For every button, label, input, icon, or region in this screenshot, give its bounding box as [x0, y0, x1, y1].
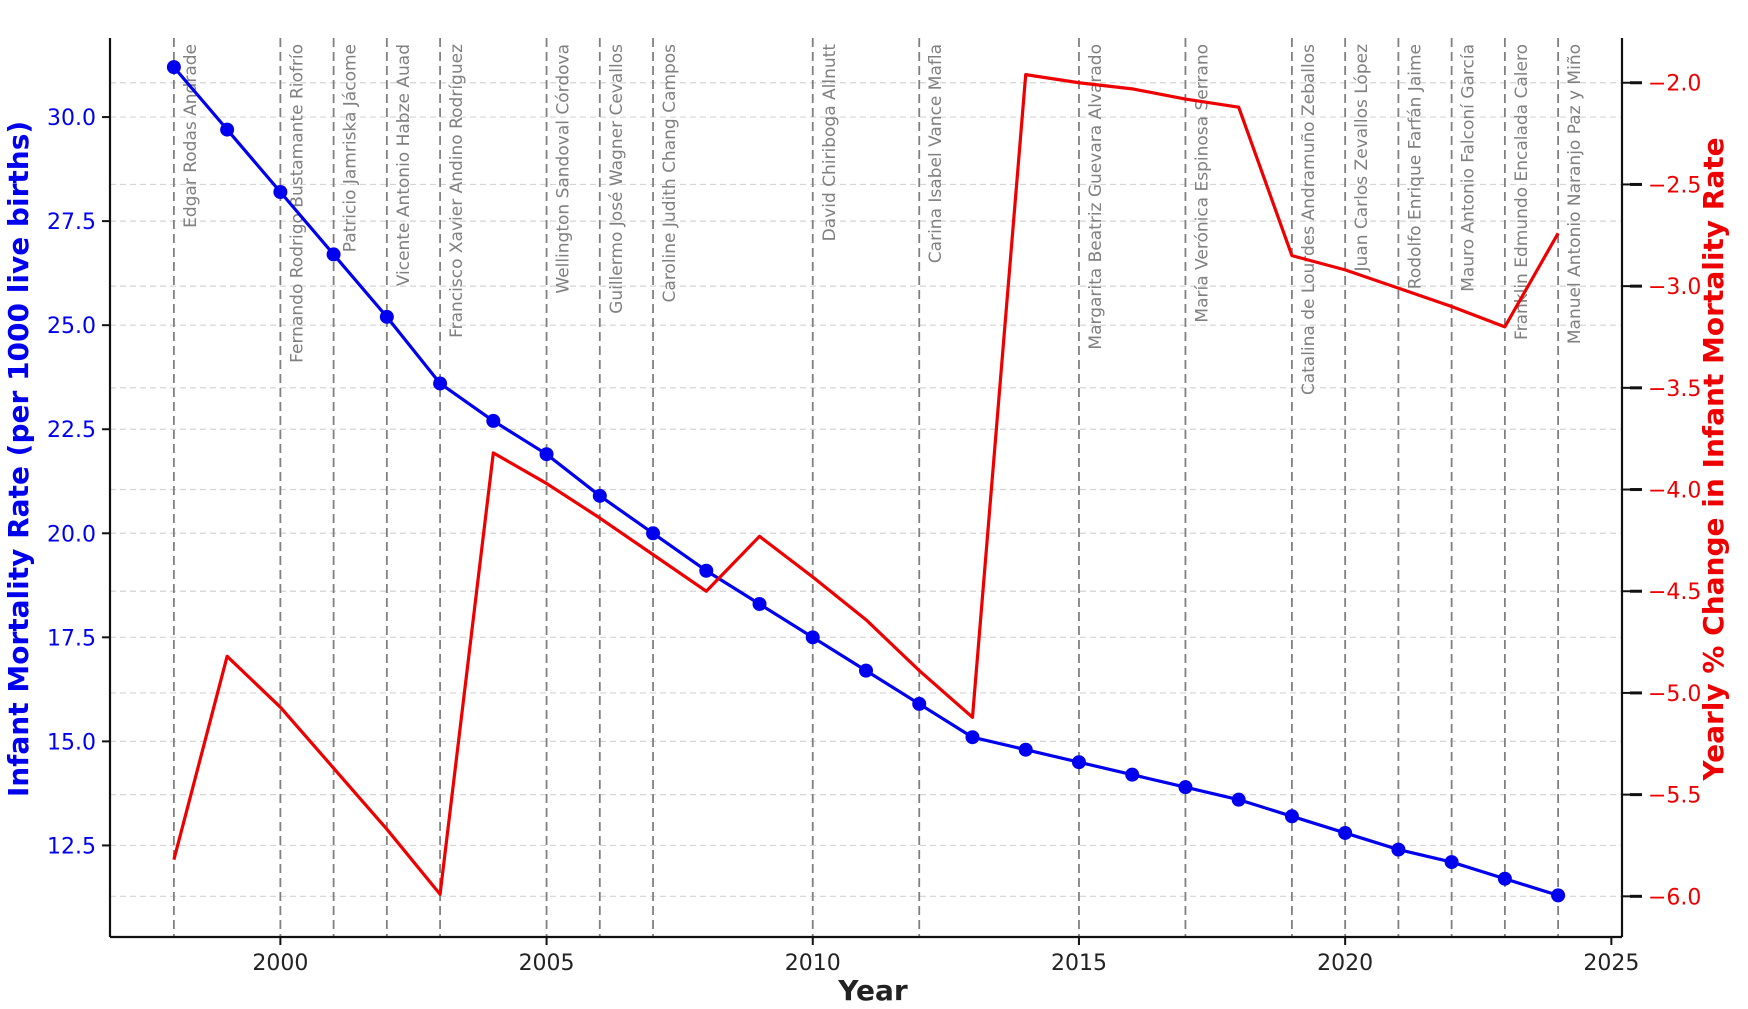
infant-mortality-point — [1391, 842, 1406, 857]
x-tick-label: 2025 — [1583, 951, 1639, 976]
y-right-tick-label: −6.0 — [1648, 885, 1701, 910]
infant-mortality-point — [1284, 809, 1299, 824]
y-right-tick-label: −5.0 — [1648, 682, 1701, 707]
x-tick-label: 2015 — [1051, 951, 1107, 976]
infant-mortality-point — [592, 488, 607, 503]
minister-lines: Edgar Rodas Andrade Fernando Rodrigo Bust… — [172, 38, 1585, 937]
infant-mortality-point — [1178, 780, 1193, 795]
infant-mortality-point — [859, 663, 873, 678]
infant-mortality-point — [646, 526, 661, 541]
minister-label: Catalina de Lourdes Andramuño Zeballos — [1299, 44, 1319, 395]
x-tick-label: 2000 — [252, 951, 308, 976]
infant-mortality-point — [1497, 871, 1512, 886]
minister-label: Guillermo José Wagner Cevallos — [607, 44, 627, 314]
infant-mortality-point — [379, 309, 394, 324]
y-left-tick-label: 15.0 — [47, 730, 96, 755]
y-left-tick-label: 30.0 — [47, 106, 96, 131]
infant-mortality-point — [1125, 767, 1140, 782]
y-left-tick-label: 20.0 — [47, 522, 96, 547]
minister-label: Vicente Antonio Habze Auad — [394, 44, 414, 286]
minister-label: Carina Isabel Vance Mafla — [926, 44, 946, 263]
infant-mortality-line — [172, 66, 1559, 897]
grid-layer — [110, 82, 1622, 897]
infant-mortality-point — [273, 184, 288, 199]
infant-mortality-point — [166, 60, 181, 75]
infant-mortality-point — [1231, 792, 1246, 807]
minister-label: Franklin Edmundo Encalada Calero — [1512, 44, 1532, 340]
series-layer — [166, 60, 1566, 903]
y-right-tick-label: −2.0 — [1648, 72, 1701, 97]
y-left-tick-label: 27.5 — [47, 210, 96, 235]
y-right-tick-label: −3.5 — [1648, 377, 1701, 402]
infant-mortality-point — [1338, 825, 1353, 840]
minister-label: Edgar Rodas Andrade — [181, 44, 201, 228]
minister-label: David Chiriboga Allnutt — [820, 44, 840, 242]
infant-mortality-point — [752, 597, 767, 612]
y-right-tick-label: −4.0 — [1648, 479, 1701, 504]
infant-mortality-point — [326, 247, 341, 262]
infant-mortality-point — [965, 730, 980, 745]
y-right-tick-label: −2.5 — [1648, 173, 1701, 198]
infant-mortality-point — [220, 122, 235, 137]
y-left-tick-label: 17.5 — [47, 626, 96, 651]
y-right-tick-label: −3.0 — [1648, 275, 1701, 300]
y-left-tick-label: 25.0 — [47, 314, 96, 339]
y-axis-right-title: Yearly % Change in Infant Mortality Rate — [1697, 137, 1730, 781]
y-left-tick-label: 12.5 — [47, 834, 96, 859]
infant-mortality-point — [1444, 855, 1459, 870]
minister-label: Patricio Jamriska Jácome — [341, 44, 361, 252]
y-left-tick-label: 22.5 — [47, 418, 96, 443]
minister-label: Caroline Judith Chang Campos — [660, 44, 680, 303]
x-tick-label: 2010 — [785, 951, 841, 976]
x-tick-label: 2005 — [519, 951, 575, 976]
y-axis-left-title: Infant Mortality Rate (per 1000 live bir… — [2, 121, 35, 797]
infant-mortality-point — [433, 376, 448, 391]
minister-label: Rodolfo Enrique Farfán Jaime — [1405, 44, 1425, 289]
y-right-tick-label: −5.5 — [1648, 784, 1701, 809]
minister-label: Wellington Sandoval Córdova — [554, 44, 574, 294]
infant-mortality-point — [912, 696, 927, 711]
minister-label: Fernando Rodrigo Bustamante Riofrío — [287, 44, 307, 363]
yearly-change-line — [172, 73, 1560, 896]
infant-mortality-point — [539, 447, 554, 462]
minister-label: Margarita Beatriz Guevara Alvarado — [1086, 44, 1106, 350]
y-right-tick-label: −4.5 — [1648, 580, 1701, 605]
minister-label: Juan Carlos Zevallos López — [1352, 44, 1372, 273]
infant-mortality-point — [1551, 888, 1566, 903]
minister-label: Manuel Antonio Naranjo Paz y Miño — [1565, 44, 1585, 344]
minister-label: María Verónica Espinosa Serrano — [1192, 44, 1212, 323]
axes: 2000 2005 2010 2015 2020 2025 12.5 15.0 17.5 20.0… — [47, 38, 1701, 976]
infant-mortality-point — [1071, 755, 1086, 770]
infant-mortality-point — [699, 563, 714, 578]
x-axis-title: Year — [837, 974, 908, 1007]
minister-label: Mauro Antonio Falconí García — [1459, 44, 1479, 292]
infant-mortality-point — [805, 630, 820, 645]
x-tick-label: 2020 — [1317, 951, 1373, 976]
infant-mortality-point — [1018, 742, 1033, 757]
minister-label: Francisco Xavier Andino Rodríguez — [447, 44, 467, 338]
infant-mortality-point — [486, 413, 501, 428]
